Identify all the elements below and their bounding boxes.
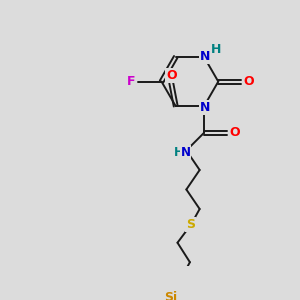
Text: O: O xyxy=(166,70,177,83)
Text: O: O xyxy=(243,75,254,88)
Text: N: N xyxy=(200,50,210,63)
Text: H: H xyxy=(173,146,183,159)
Text: Si: Si xyxy=(164,291,177,300)
Text: H: H xyxy=(211,44,222,56)
Text: F: F xyxy=(127,75,136,88)
Text: S: S xyxy=(186,218,195,232)
Text: N: N xyxy=(181,146,190,159)
Text: O: O xyxy=(229,126,239,139)
Text: N: N xyxy=(200,100,210,113)
